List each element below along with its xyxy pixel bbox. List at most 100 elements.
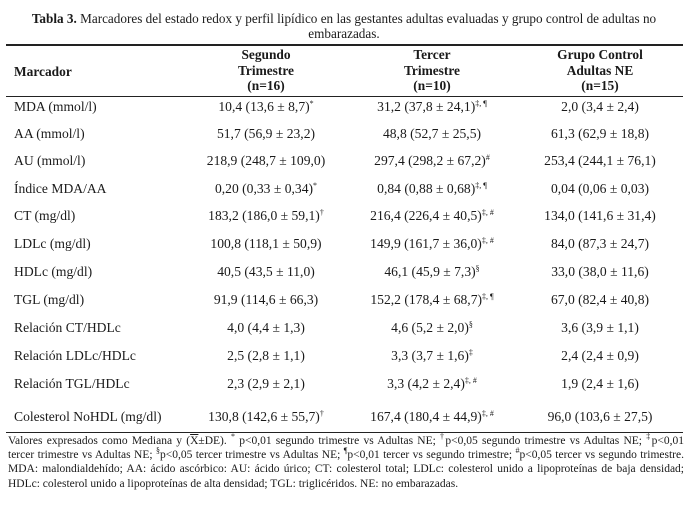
cell-value: 84,0 (87,3 ± 24,7) bbox=[550, 236, 650, 251]
significance-marker: ‡, # bbox=[481, 409, 494, 418]
cell-c1: 10,4 (13,6 ± 8,7)* bbox=[191, 97, 341, 117]
cell-c3: 134,0 (141,6 ± 31,4) bbox=[515, 206, 685, 226]
cell-c2: 297,4 (298,2 ± 67,2)# bbox=[347, 151, 517, 171]
significance-marker: * bbox=[313, 181, 318, 190]
row-label: AA (mmol/l) bbox=[14, 126, 85, 141]
significance-marker: ‡, # bbox=[481, 236, 494, 245]
significance-marker: § bbox=[475, 264, 480, 273]
header-marcador: Marcador bbox=[14, 64, 72, 79]
significance-marker: ‡, ¶ bbox=[482, 292, 494, 301]
cell-c2: 152,2 (178,4 ± 68,7)‡, ¶ bbox=[347, 290, 517, 310]
table-footnotes: Valores expresados como Mediana y (X±DE)… bbox=[8, 432, 684, 490]
table-caption-label: Tabla 3. bbox=[31, 11, 77, 26]
cell-c1: 51,7 (56,9 ± 23,2) bbox=[191, 124, 341, 144]
cell-c1: 91,9 (114,6 ± 66,3) bbox=[191, 290, 341, 310]
row-label: Colesterol NoHDL (mg/dl) bbox=[14, 409, 162, 424]
cell-c3: 84,0 (87,3 ± 24,7) bbox=[515, 234, 685, 254]
row-label: TGL (mg/dl) bbox=[14, 292, 85, 307]
cell-c1: 2,5 (2,8 ± 1,1) bbox=[191, 346, 341, 366]
table-caption: Tabla 3. Marcadores del estado redox y p… bbox=[8, 11, 680, 41]
cell-c3: 1,9 (2,4 ± 1,6) bbox=[515, 374, 685, 394]
cell-value: 51,7 (56,9 ± 23,2) bbox=[216, 126, 316, 141]
cell-c3: 33,0 (38,0 ± 11,6) bbox=[515, 262, 685, 282]
table-row: MDA (mmol/l) 10,4 (13,6 ± 8,7)* 31,2 (37,8… bbox=[0, 97, 689, 117]
cell-value: 61,3 (62,9 ± 18,8) bbox=[550, 126, 650, 141]
row-label: Relación LDLc/HDLc bbox=[14, 348, 136, 363]
cell-c1: 130,8 (142,6 ± 55,7)† bbox=[191, 407, 341, 427]
cell-c2: 3,3 (3,7 ± 1,6)‡ bbox=[347, 346, 517, 366]
significance-marker: § bbox=[468, 320, 473, 329]
cell-value: 2,0 (3,4 ± 2,4) bbox=[561, 99, 639, 114]
table-row: CT (mg/dl) 183,2 (186,0 ± 59,1)† 216,4 (22… bbox=[0, 206, 689, 226]
cell-c3: 2,0 (3,4 ± 2,4) bbox=[515, 97, 685, 117]
significance-marker: † bbox=[319, 409, 324, 418]
table-row: TGL (mg/dl) 91,9 (114,6 ± 66,3) 152,2 (178… bbox=[0, 290, 689, 310]
cell-value: 253,4 (244,1 ± 76,1) bbox=[544, 153, 656, 168]
row-label: Relación CT/HDLc bbox=[14, 320, 121, 335]
significance-marker: # bbox=[485, 153, 490, 162]
cell-value: 3,6 (3,9 ± 1,1) bbox=[561, 320, 639, 335]
cell-value: 130,8 (142,6 ± 55,7) bbox=[208, 409, 320, 424]
significance-marker: ‡ bbox=[468, 348, 473, 357]
cell-value: 96,0 (103,6 ± 27,5) bbox=[547, 409, 653, 424]
cell-value: 48,8 (52,7 ± 25,5) bbox=[382, 126, 482, 141]
table-row: Relación CT/HDLc 4,0 (4,4 ± 1,3) 4,6 (5,2 … bbox=[0, 318, 689, 338]
significance-marker: ‡, # bbox=[481, 208, 494, 217]
cell-value: 297,4 (298,2 ± 67,2) bbox=[374, 153, 486, 168]
cell-c3: 3,6 (3,9 ± 1,1) bbox=[515, 318, 685, 338]
cell-c2: 46,1 (45,9 ± 7,3)§ bbox=[347, 262, 517, 282]
significance-marker: ‡, ¶ bbox=[475, 99, 487, 108]
header-tercer-trimestre: Tercer Trimestre (n=10) bbox=[403, 47, 460, 93]
row-label: CT (mg/dl) bbox=[14, 208, 76, 223]
cell-c3: 2,4 (2,4 ± 0,9) bbox=[515, 346, 685, 366]
cell-c2: 149,9 (161,7 ± 36,0)‡, # bbox=[347, 234, 517, 254]
cell-c1: 183,2 (186,0 ± 59,1)† bbox=[191, 206, 341, 226]
header-bottom-rule bbox=[6, 96, 683, 97]
cell-value: 0,04 (0,06 ± 0,03) bbox=[550, 181, 650, 196]
header-grupo-control: Grupo Control Adultas NE (n=15) bbox=[557, 47, 643, 93]
cell-c1: 100,8 (118,1 ± 50,9) bbox=[191, 234, 341, 254]
row-label: Relación TGL/HDLc bbox=[14, 376, 130, 391]
cell-value: 67,0 (82,4 ± 40,8) bbox=[550, 292, 650, 307]
cell-c2: 216,4 (226,4 ± 40,5)‡, # bbox=[347, 206, 517, 226]
cell-c2: 167,4 (180,4 ± 44,9)‡, # bbox=[347, 407, 517, 427]
cell-c3: 0,04 (0,06 ± 0,03) bbox=[515, 179, 685, 199]
cell-value: 31,2 (37,8 ± 24,1) bbox=[377, 99, 476, 114]
table-top-rule bbox=[6, 44, 683, 46]
table-row: AA (mmol/l) 51,7 (56,9 ± 23,2) 48,8 (52,7 … bbox=[0, 124, 689, 144]
table-caption-text: Marcadores del estado redox y perfil lip… bbox=[80, 11, 657, 41]
cell-value: 46,1 (45,9 ± 7,3) bbox=[384, 264, 476, 279]
cell-value: 2,3 (2,9 ± 2,1) bbox=[227, 376, 305, 391]
table-row: Índice MDA/AA 0,20 (0,33 ± 0,34)* 0,84 (0,… bbox=[0, 179, 689, 199]
cell-value: 33,0 (38,0 ± 11,6) bbox=[551, 264, 649, 279]
cell-value: 4,0 (4,4 ± 1,3) bbox=[227, 320, 305, 335]
row-label: MDA (mmol/l) bbox=[14, 99, 97, 114]
table-row: Relación LDLc/HDLc 2,5 (2,8 ± 1,1) 3,3 (3,… bbox=[0, 346, 689, 366]
significance-marker: * bbox=[309, 99, 314, 108]
cell-value: 167,4 (180,4 ± 44,9) bbox=[370, 409, 482, 424]
cell-value: 100,8 (118,1 ± 50,9) bbox=[210, 236, 322, 251]
cell-c1: 0,20 (0,33 ± 0,34)* bbox=[191, 179, 341, 199]
cell-value: 3,3 (3,7 ± 1,6) bbox=[391, 348, 469, 363]
row-label: HDLc (mg/dl) bbox=[14, 264, 93, 279]
cell-value: 4,6 (5,2 ± 2,0) bbox=[391, 320, 469, 335]
cell-c2: 0,84 (0,88 ± 0,68)‡, ¶ bbox=[347, 179, 517, 199]
significance-marker: † bbox=[319, 208, 324, 217]
mean-symbol: X bbox=[190, 435, 199, 447]
cell-c3: 61,3 (62,9 ± 18,8) bbox=[515, 124, 685, 144]
cell-c2: 3,3 (4,2 ± 2,4)‡, # bbox=[347, 374, 517, 394]
cell-value: 91,9 (114,6 ± 66,3) bbox=[213, 292, 319, 307]
cell-c3: 96,0 (103,6 ± 27,5) bbox=[515, 407, 685, 427]
cell-c2: 31,2 (37,8 ± 24,1)‡, ¶ bbox=[347, 97, 517, 117]
significance-marker: ‡, # bbox=[464, 376, 477, 385]
cell-value: 134,0 (141,6 ± 31,4) bbox=[544, 208, 656, 223]
header-segundo-trimestre: Segundo Trimestre (n=16) bbox=[237, 47, 294, 93]
cell-c3: 253,4 (244,1 ± 76,1) bbox=[515, 151, 685, 171]
table-row: Relación TGL/HDLc 2,3 (2,9 ± 2,1) 3,3 (4,2… bbox=[0, 374, 689, 394]
row-label: Índice MDA/AA bbox=[14, 181, 107, 196]
cell-c2: 48,8 (52,7 ± 25,5) bbox=[347, 124, 517, 144]
cell-value: 40,5 (43,5 ± 11,0) bbox=[217, 264, 315, 279]
table-row: AU (mmol/l) 218,9 (248,7 ± 109,0) 297,4 (2… bbox=[0, 151, 689, 171]
table-row: LDLc (mg/dl) 100,8 (118,1 ± 50,9) 149,9 (1… bbox=[0, 234, 689, 254]
row-label: AU (mmol/l) bbox=[14, 153, 86, 168]
